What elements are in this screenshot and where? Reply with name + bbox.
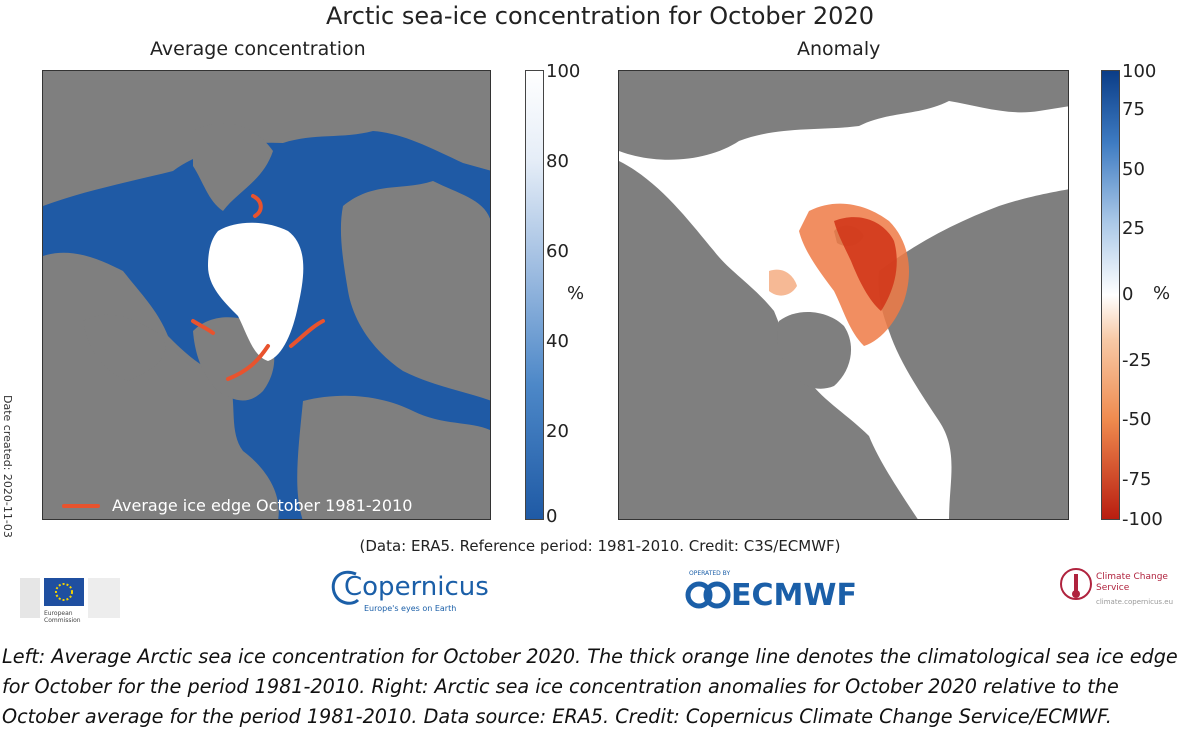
- colorbar-tick: -100: [1122, 509, 1163, 530]
- c3s-url: climate.copernicus.eu: [1096, 598, 1174, 606]
- colorbar-unit: %: [1153, 283, 1171, 304]
- copernicus-mark-icon: [331, 570, 360, 605]
- anomaly-colorbar: [1101, 70, 1120, 520]
- eu-commission-logo: European Commission: [20, 574, 128, 630]
- colorbar-tick: -50: [1122, 409, 1152, 430]
- land-europe: [193, 123, 273, 211]
- ecmwf-logo: OPERATED BY ECMWF: [685, 570, 875, 620]
- land-russia: [878, 189, 1068, 519]
- c3s-logo: Climate Change Service climate.copernicu…: [1058, 564, 1188, 616]
- colorbar-tick: 0: [1122, 284, 1134, 305]
- land-north-america: [619, 161, 918, 519]
- average-concentration-svg: [43, 71, 490, 519]
- date-created-label: Date created: 2020-11-03: [1, 395, 14, 538]
- copernicus-logo: Copernicus Europe's eyes on Earth: [330, 566, 489, 626]
- anomaly-map: [618, 70, 1069, 520]
- ice-edge-legend-label: Average ice edge October 1981-2010: [112, 496, 413, 515]
- colorbar-tick: 50: [1122, 159, 1145, 180]
- concentration-colorbar: [525, 70, 544, 520]
- colorbar-tick: 25: [1122, 218, 1145, 239]
- sea-ice-extent: [208, 222, 304, 361]
- figure-title: Arctic sea-ice concentration for October…: [326, 2, 874, 30]
- c3s-name: Climate Change Service: [1096, 572, 1168, 593]
- colorbar-tick: -25: [1122, 350, 1152, 371]
- strong-negative-anomaly-region: [834, 217, 897, 311]
- ice-edge-legend-line: [62, 504, 100, 508]
- figure-caption: Left: Average Arctic sea ice concentrati…: [2, 645, 1178, 728]
- minor-anomaly-region: [769, 269, 797, 296]
- land-greenland: [777, 311, 852, 389]
- ice-edge-line: [251, 194, 263, 218]
- eu-logo-text: European Commission: [44, 610, 81, 624]
- copernicus-wordmark: Copernicus: [344, 572, 489, 602]
- left-panel-title: Average concentration: [150, 38, 366, 60]
- anomaly-svg: [619, 71, 1068, 519]
- ice-edge-line: [289, 319, 325, 348]
- land-siberia: [340, 181, 490, 401]
- land-east-asia: [297, 395, 490, 519]
- colorbar-tick: 20: [546, 421, 569, 442]
- ecmwf-operated-by: OPERATED BY: [689, 570, 731, 577]
- colorbar-unit: %: [567, 283, 585, 304]
- colorbar-tick: 80: [546, 151, 569, 172]
- colorbar-tick: -75: [1122, 469, 1152, 490]
- land-canada-west: [83, 314, 166, 381]
- colorbar-tick: 75: [1122, 99, 1145, 120]
- ecmwf-wordmark: ECMWF: [731, 578, 857, 613]
- copernicus-tagline: Europe's eyes on Earth: [364, 604, 457, 613]
- colorbar-tick: 0: [546, 506, 558, 527]
- eu-flag-icon: [20, 578, 120, 618]
- colorbar-tick: 60: [546, 241, 569, 262]
- ice-edge-line: [226, 344, 270, 381]
- ecmwf-mark-icon: [685, 581, 731, 609]
- land-eurasia: [43, 71, 490, 206]
- average-concentration-map: [42, 70, 491, 520]
- land-eurasia: [619, 71, 1068, 160]
- colorbar-tick: 40: [546, 331, 569, 352]
- c3s-mark-icon: [1060, 568, 1092, 600]
- ice-edge-line: [191, 319, 215, 335]
- right-panel-title: Anomaly: [797, 38, 881, 60]
- data-credit-line: (Data: ERA5. Reference period: 1981-2010…: [359, 537, 841, 555]
- colorbar-tick: 100: [546, 61, 581, 82]
- colorbar-tick: 100: [1122, 61, 1157, 82]
